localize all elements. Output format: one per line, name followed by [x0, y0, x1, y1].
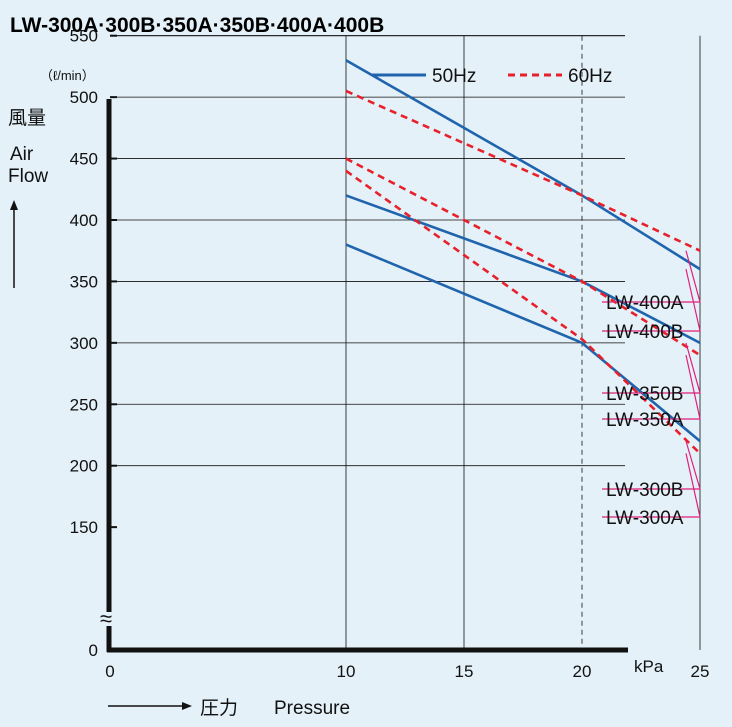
series-label-lw-400b: LW-400B — [606, 322, 683, 343]
y-tick-label: 400 — [70, 211, 98, 230]
x-unit: kPa — [634, 657, 664, 676]
y-tick-label: 200 — [70, 457, 98, 476]
axis-break: ≈ — [98, 606, 122, 631]
y-label-arrow-icon — [10, 200, 18, 288]
y-tick-label: 450 — [70, 150, 98, 169]
leader-line-lw-300b — [602, 440, 701, 490]
y-tick-label: 0 — [89, 641, 98, 660]
series-labels: LW-400A LW-400B LW-350B LW-350A LW-300B LW-30… — [602, 250, 701, 529]
y-tick-label: 550 — [70, 27, 98, 46]
y-tick-label: 150 — [70, 518, 98, 537]
y-tick-label: 350 — [70, 272, 98, 291]
series-label-lw-300b: LW-300B — [606, 480, 683, 501]
leader-line-lw-350b — [602, 342, 701, 394]
y-tick-label: 500 — [70, 88, 98, 107]
x-tick-label: 20 — [573, 662, 592, 681]
leader-line-lw-400b — [602, 269, 701, 332]
series-line-lw-400a — [345, 89, 701, 252]
series-label-lw-350b: LW-350B — [606, 384, 683, 405]
y-tick-label: 300 — [70, 334, 98, 353]
y-tick-labels: 0 150 200 250 300 350 400 450 500 550 — [70, 27, 117, 660]
y-tick-label: 250 — [70, 395, 98, 414]
series-line-lw-300b — [345, 243, 701, 443]
y-label-ja: 風量 — [8, 108, 46, 129]
x-tick-labels: 0 10 15 20 25 — [105, 662, 709, 681]
x-tick-label: 25 — [691, 662, 710, 681]
y-label-en-1: Air — [10, 144, 34, 165]
legend-60hz-label: 60Hz — [568, 66, 612, 87]
series-label-lw-400a: LW-400A — [606, 293, 684, 314]
x-label-arrow-icon — [108, 702, 192, 710]
x-label-ja: 圧力 — [200, 697, 238, 719]
x-tick-label: 15 — [455, 662, 474, 681]
x-tick-label: 10 — [337, 662, 356, 681]
y-unit: （ℓ/min） — [40, 68, 95, 83]
series-line-lw-350a — [345, 157, 701, 357]
chart-title: LW-300A·300B·350A·350B·400A·400B — [10, 14, 384, 37]
leader-line-lw-350a — [602, 355, 701, 420]
axis-break-icon: ≈ — [100, 606, 112, 631]
leader-line-lw-300a — [602, 453, 701, 518]
series-line-lw-300a — [345, 169, 701, 455]
axes — [106, 99, 628, 653]
leader-line-lw-400a — [602, 250, 701, 303]
series-label-lw-300a: LW-300A — [606, 508, 684, 529]
y-label-en-2: Flow — [8, 166, 48, 187]
x-tick-label: 0 — [105, 662, 114, 681]
series — [345, 59, 701, 455]
series-label-lw-350a: LW-350A — [606, 410, 684, 431]
series-line-lw-400b — [345, 59, 701, 271]
legend-50hz-label: 50Hz — [432, 66, 476, 87]
x-label-en: Pressure — [274, 698, 350, 719]
legend: 50Hz 60Hz — [372, 66, 612, 87]
